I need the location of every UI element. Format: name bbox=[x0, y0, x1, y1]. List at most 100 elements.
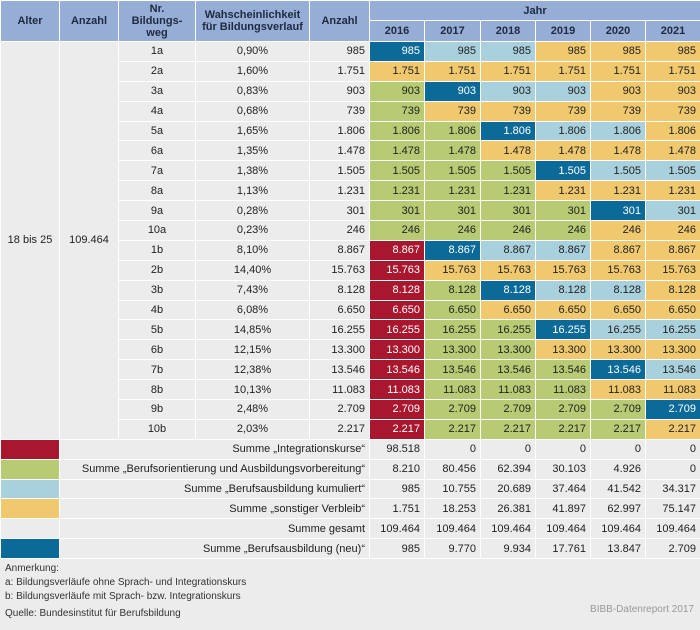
header-year-2016: 2016 bbox=[369, 20, 425, 42]
year-cell: 301 bbox=[369, 200, 425, 222]
table-row: 3a 0,83% 903 903 903 903 903 903 903 bbox=[1, 80, 700, 102]
year-cell: 1.505 bbox=[590, 160, 646, 182]
probability: 0,28% bbox=[195, 200, 310, 222]
sum-value: 18.253 bbox=[424, 498, 481, 520]
year-cell: 16.255 bbox=[535, 319, 591, 341]
source: Quelle: Bundesinstitut für Berufsbildung bbox=[5, 608, 181, 619]
year-cell: 301 bbox=[480, 200, 536, 222]
bildungsweg-nr: 7a bbox=[118, 160, 196, 182]
bildungsweg-nr: 1b bbox=[118, 239, 196, 261]
table-row: 3b 7,43% 8.128 8.128 8.128 8.128 8.128 8.128 8.1… bbox=[1, 279, 700, 301]
year-cell: 6.650 bbox=[480, 299, 536, 321]
group-anzahl: 109.464 bbox=[59, 41, 119, 440]
sum-value: 2.709 bbox=[645, 538, 700, 560]
year-cell: 8.128 bbox=[369, 279, 425, 301]
count: 246 bbox=[309, 220, 370, 241]
probability: 0,90% bbox=[195, 41, 310, 62]
legend-swatch bbox=[0, 438, 60, 460]
table-row: 18 bis 25 109.464 1a 0,90% 985 985 985 985 985 98… bbox=[0, 41, 700, 440]
year-cell: 13.300 bbox=[424, 339, 481, 361]
year-cell: 1.231 bbox=[480, 180, 536, 202]
header-jahr: Jahr bbox=[369, 0, 700, 21]
bildungsweg-nr: 8a bbox=[118, 180, 196, 202]
sum-value: 37.464 bbox=[535, 478, 591, 500]
year-cell: 903 bbox=[535, 80, 591, 102]
year-cell: 246 bbox=[535, 220, 591, 241]
year-cell: 2.217 bbox=[424, 418, 481, 440]
sum-row: Summe „Berufsausbildung kumuliert“ 985 10.… bbox=[0, 478, 700, 500]
bildungsweg-nr: 5a bbox=[118, 120, 196, 142]
year-cell: 16.255 bbox=[480, 319, 536, 341]
year-cell: 1.751 bbox=[535, 60, 591, 82]
sum-row: Summe „Integrationskurse“ 98.518 0 0 0 0 0 bbox=[0, 438, 700, 460]
year-cell: 13.300 bbox=[590, 339, 646, 361]
sum-label: Summe „Berufsausbildung (neu)“ bbox=[59, 538, 370, 560]
year-cell: 11.083 bbox=[535, 379, 591, 401]
probability: 7,43% bbox=[195, 279, 310, 301]
sum-value: 1.751 bbox=[369, 498, 425, 520]
bildungsweg-nr: 10b bbox=[118, 418, 196, 440]
sum-value: 41.542 bbox=[590, 478, 646, 500]
year-cell: 246 bbox=[645, 220, 700, 241]
table-row: 5b 14,85% 16.255 16.255 16.255 16.255 16.255 16… bbox=[1, 319, 700, 341]
year-cell: 739 bbox=[535, 100, 591, 122]
table-row: 7b 12,38% 13.546 13.546 13.546 13.546 13.546 13… bbox=[1, 359, 700, 381]
sum-row: Summe „Berufsorientierung und Ausbildung… bbox=[0, 458, 700, 480]
sum-value: 26.381 bbox=[480, 498, 536, 520]
credit: BIBB-Datenreport 2017 bbox=[590, 604, 694, 615]
header-year-2021: 2021 bbox=[645, 20, 700, 42]
table-row: 9a 0,28% 301 301 301 301 301 301 301 bbox=[1, 200, 700, 222]
year-cell: 13.300 bbox=[480, 339, 536, 361]
probability: 10,13% bbox=[195, 379, 310, 401]
year-cell: 246 bbox=[480, 220, 536, 241]
year-cell: 11.083 bbox=[369, 379, 425, 401]
sum-value: 109.464 bbox=[480, 518, 536, 540]
bildungsweg-nr: 3a bbox=[118, 80, 196, 102]
count: 16.255 bbox=[309, 319, 370, 341]
sum-value: 20.689 bbox=[480, 478, 536, 500]
year-cell: 903 bbox=[590, 80, 646, 102]
probability: 1,35% bbox=[195, 140, 310, 162]
year-cell: 2.709 bbox=[645, 399, 700, 420]
year-cell: 301 bbox=[645, 200, 700, 222]
year-cell: 15.763 bbox=[645, 259, 700, 281]
bildungsweg-nr: 9b bbox=[118, 399, 196, 420]
bildungsweg-nr: 2a bbox=[118, 60, 196, 82]
year-cell: 8.867 bbox=[535, 239, 591, 261]
sum-label: Summe „sonstiger Verbleib“ bbox=[59, 498, 370, 520]
year-cell: 8.128 bbox=[645, 279, 700, 301]
sum-value: 0 bbox=[480, 438, 536, 460]
year-cell: 8.128 bbox=[590, 279, 646, 301]
probability: 1,65% bbox=[195, 120, 310, 142]
probability: 12,38% bbox=[195, 359, 310, 381]
sum-value: 109.464 bbox=[369, 518, 425, 540]
table-row: 5a 1,65% 1.806 1.806 1.806 1.806 1.806 1.806 1.8… bbox=[1, 120, 700, 142]
year-cell: 1.505 bbox=[424, 160, 481, 182]
legend-swatch bbox=[0, 458, 60, 480]
notes: Anmerkung: a: Bildungsverläufe ohne Spra… bbox=[5, 562, 246, 621]
count: 1.806 bbox=[309, 120, 370, 142]
count: 1.231 bbox=[309, 180, 370, 202]
sum-row: Summe „Berufsausbildung (neu)“ 985 9.770 9.… bbox=[0, 538, 700, 560]
year-cell: 15.763 bbox=[424, 259, 481, 281]
year-cell: 2.709 bbox=[369, 399, 425, 420]
table-row: 10b 2,03% 2.217 2.217 2.217 2.217 2.217 2.217 2.… bbox=[1, 418, 700, 440]
sum-value: 0 bbox=[645, 438, 700, 460]
sum-value: 109.464 bbox=[645, 518, 700, 540]
year-cell: 739 bbox=[424, 100, 481, 122]
sum-value: 10.755 bbox=[424, 478, 481, 500]
year-cell: 2.217 bbox=[535, 418, 591, 440]
probability: 1,60% bbox=[195, 60, 310, 82]
header-nr-bildungsweg: Nr. Bildungs-weg bbox=[118, 0, 196, 42]
count: 13.300 bbox=[309, 339, 370, 361]
year-cell: 985 bbox=[590, 41, 646, 62]
year-cell: 903 bbox=[424, 80, 481, 102]
header-year-2017: 2017 bbox=[424, 20, 481, 42]
year-cell: 1.505 bbox=[480, 160, 536, 182]
sum-value: 30.103 bbox=[535, 458, 591, 480]
year-cell: 2.217 bbox=[369, 418, 425, 440]
year-cell: 246 bbox=[369, 220, 425, 241]
probability: 6,08% bbox=[195, 299, 310, 321]
header-anzahl-2: Anzahl bbox=[309, 0, 370, 42]
year-cell: 13.546 bbox=[535, 359, 591, 381]
